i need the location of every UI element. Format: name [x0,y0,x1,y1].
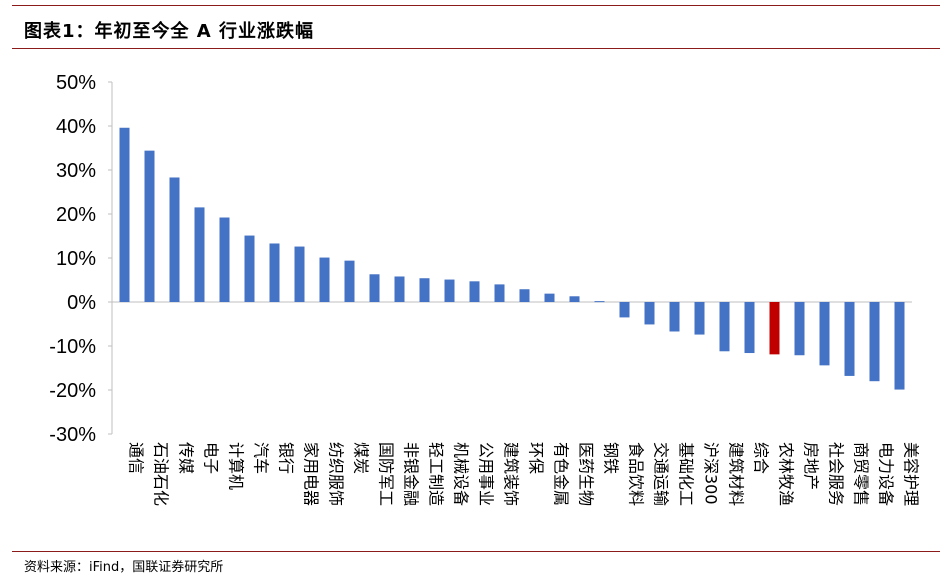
x-tick-label: 电力设备 [877,442,896,506]
bar [269,243,280,302]
bar [869,302,880,382]
bar [769,302,780,355]
x-tick-label: 非银金融 [402,442,421,506]
bar [469,281,480,302]
x-tick-label: 电子 [202,442,221,474]
bar [244,235,255,302]
bar [169,177,180,302]
bar [194,207,205,302]
bar [819,302,830,366]
y-tick-label: 30% [56,160,96,182]
bar [419,278,430,302]
bar [394,276,405,302]
x-tick-label: 商贸零售 [852,442,871,506]
bar [569,296,580,302]
x-tick-label: 传媒 [177,442,196,474]
y-axis: -30% -20% -10% 0% 10% 20% 30% 40% 50% [49,72,912,446]
x-tick-label: 汽车 [252,442,271,474]
x-tick-label: 综合 [752,442,771,474]
x-tick-label: 建筑材料 [727,442,746,506]
x-tick-label: 轻工制造 [427,442,446,506]
x-tick-label: 通信 [127,442,146,474]
x-tick-label: 有色金属 [552,442,571,506]
bar [319,257,330,302]
y-tick-label: 0% [67,292,96,314]
x-tick-label: 房地产 [802,442,821,490]
x-tick-label: 银行 [277,442,296,474]
bars [119,127,905,390]
bar [619,302,630,318]
x-tick-label: 医药生物 [577,442,596,506]
y-tick-label: 20% [56,204,96,226]
bar [144,150,155,302]
x-tick-label: 美容护理 [902,442,921,506]
bar [544,293,555,302]
x-axis-labels: 通信 石油石化 传媒 电子 计算机 汽车 银行 家用电器 纺织服饰 煤炭 国防军工 非银金融 轻工制造机… [127,442,921,506]
x-tick-label: 基础化工 [677,442,696,506]
x-tick-label: 纺织服饰 [327,442,346,506]
x-tick-label: 沪深300 [702,442,721,505]
bar [519,289,530,302]
y-tick-label: 50% [56,72,96,94]
x-tick-label: 食品饮料 [627,442,646,506]
x-tick-label: 国防军工 [377,442,396,506]
page-title: 图表1：年初至今全 A 行业涨跌幅 [24,21,314,42]
source-note: 资料来源：iFind，国联证券研究所 [24,560,224,575]
bar [894,302,905,390]
bar [694,302,705,335]
bar [794,302,805,356]
bar [594,301,605,303]
top-rule [12,5,940,6]
y-tick-label: -10% [49,336,96,358]
bar [294,246,305,302]
bar [644,302,655,325]
bar [844,302,855,376]
bar-chart: -30% -20% -10% 0% 10% 20% 30% 40% 50% 通信 石油石化 传媒 电子… [49,72,921,506]
x-tick-label: 家用电器 [302,442,321,506]
bar [219,217,230,302]
x-tick-label: 钢铁 [602,442,621,474]
bar [719,302,730,352]
x-tick-label: 公用事业 [477,442,496,506]
bar [119,127,130,302]
bar [494,284,505,302]
y-tick-label: 40% [56,116,96,138]
x-tick-label: 煤炭 [352,442,371,474]
x-tick-label: 机械设备 [452,442,471,506]
x-tick-label: 环保 [527,442,546,474]
bottom-rule [12,551,940,552]
bar [444,279,455,302]
title-rule [12,48,940,49]
x-tick-label: 交通运输 [652,442,671,506]
x-tick-label: 农林牧渔 [777,442,796,506]
x-tick-label: 社会服务 [827,442,846,506]
bar [344,260,355,302]
y-tick-label: -20% [49,380,96,402]
bar [669,302,680,332]
bar [369,274,380,302]
x-tick-label: 计算机 [227,442,246,490]
y-tick-label: 10% [56,248,96,270]
x-tick-label: 石油石化 [152,442,171,506]
bar [744,302,755,354]
y-tick-label: -30% [49,424,96,446]
x-tick-label: 建筑装饰 [502,442,521,506]
